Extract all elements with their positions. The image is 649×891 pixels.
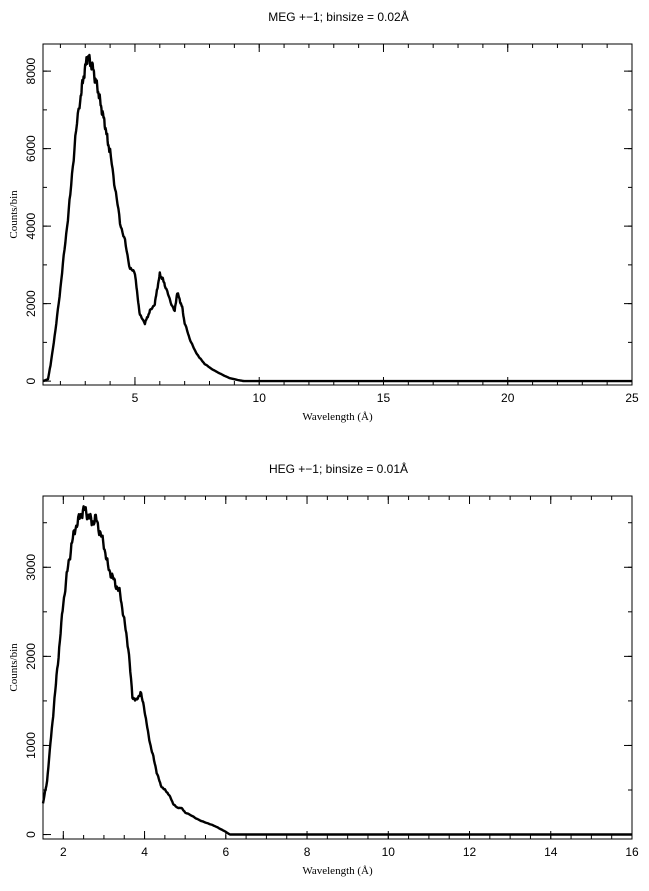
y-tick-label: 0 xyxy=(24,377,38,384)
x-tick-label: 12 xyxy=(463,845,477,859)
x-tick-label: 4 xyxy=(141,845,148,859)
y-tick-label: 1000 xyxy=(24,732,38,759)
plot-frame xyxy=(42,495,633,840)
chart-2-title: HEG +−1; binsize = 0.01Å xyxy=(268,462,409,476)
x-tick-label: 20 xyxy=(501,391,515,405)
x-tick-label: 16 xyxy=(625,845,639,859)
y-tick-label: 8000 xyxy=(24,57,38,84)
x-tick-label: 14 xyxy=(544,845,558,859)
y-tick-label: 0 xyxy=(24,831,38,838)
x-tick-label: 10 xyxy=(382,845,396,859)
x-tick-label: 8 xyxy=(304,845,311,859)
x-axis-label: Wavelength (Å) xyxy=(302,865,373,877)
y-tick-label: 3000 xyxy=(24,554,38,581)
y-axis-label: Counts/bin xyxy=(8,190,20,239)
chart-1-title: MEG +−1; binsize = 0.02Å xyxy=(268,10,409,24)
x-axis-label: Wavelength (Å) xyxy=(302,411,373,423)
x-tick-label: 6 xyxy=(222,845,229,859)
x-tick-label: 10 xyxy=(253,391,267,405)
plot-frame xyxy=(42,43,633,386)
spectrum-line xyxy=(41,505,632,836)
x-tick-label: 25 xyxy=(625,391,639,405)
x-tick-label: 5 xyxy=(132,391,139,405)
x-tick-label: 15 xyxy=(377,391,391,405)
y-axis-label: Counts/bin xyxy=(8,643,20,692)
spectrum-line xyxy=(42,53,632,383)
y-tick-label: 2000 xyxy=(24,290,38,317)
x-tick-label: 2 xyxy=(60,845,67,859)
y-tick-label: 2000 xyxy=(24,643,38,670)
y-tick-label: 4000 xyxy=(24,212,38,239)
y-tick-label: 6000 xyxy=(24,135,38,162)
chart-1: 5 10 15 20 25 0 2000 4000 6000 8000 Wavelength (Å)… xyxy=(8,43,639,423)
